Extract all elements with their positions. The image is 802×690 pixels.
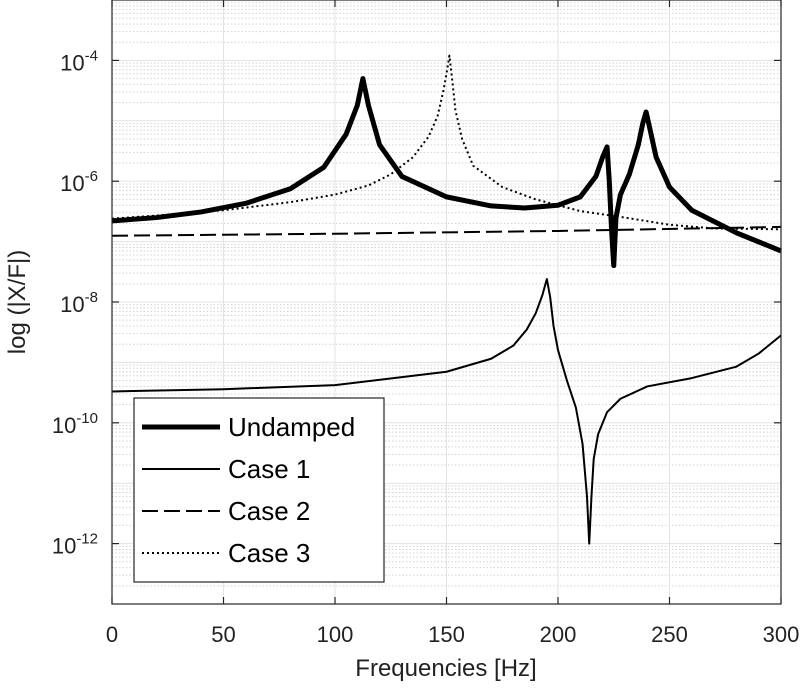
grid <box>111 0 782 605</box>
y-tick-label: 10-6 <box>60 168 98 196</box>
legend-label: Case 1 <box>228 454 310 484</box>
axis-ticks: 0 50 100 150 200 250 300 10-4 10-6 10-8 10-10 10-12 <box>52 0 800 647</box>
legend-label: Case 3 <box>228 538 310 568</box>
legend-label: Case 2 <box>228 496 310 526</box>
x-axis-label: Frequencies [Hz] <box>355 655 536 682</box>
series-line-case-1 <box>111 278 782 545</box>
series-line-undamped <box>111 76 782 269</box>
x-tick-label: 50 <box>211 622 235 647</box>
y-tick-label: 10-10 <box>52 410 98 438</box>
series-lines <box>111 54 782 545</box>
x-tick-label: 100 <box>317 622 354 647</box>
series-line-case-2 <box>111 225 782 237</box>
legend-label: Undamped <box>228 412 355 442</box>
x-tick-label: 300 <box>763 622 800 647</box>
x-tick-label: 0 <box>106 622 118 647</box>
y-tick-label: 10-4 <box>60 47 98 75</box>
series-line-case-3 <box>111 54 782 231</box>
y-axis-label: log (|X/F|) <box>4 250 31 354</box>
x-tick-label: 200 <box>540 622 577 647</box>
x-tick-label: 250 <box>651 622 688 647</box>
y-tick-label: 10-8 <box>60 289 98 317</box>
x-tick-label: 150 <box>428 622 465 647</box>
legend: Undamped Case 1 Case 2 Case 3 <box>133 397 385 583</box>
y-tick-label: 10-12 <box>52 531 98 559</box>
